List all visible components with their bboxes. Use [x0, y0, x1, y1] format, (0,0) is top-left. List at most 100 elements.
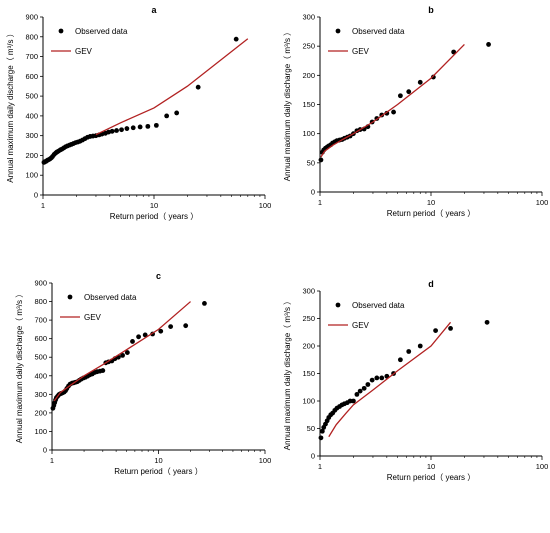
data-point	[448, 326, 453, 331]
data-point	[119, 127, 124, 133]
data-point	[354, 392, 360, 397]
y-tick-label: 50	[307, 424, 315, 433]
y-tick-label: 100	[34, 427, 47, 436]
y-tick-label: 700	[34, 316, 47, 325]
y-tick-label: 600	[34, 334, 47, 343]
data-point	[430, 74, 436, 80]
y-tick-label: 100	[302, 129, 315, 138]
data-point	[106, 129, 112, 135]
data-point	[374, 375, 380, 381]
y-tick-label: 400	[25, 111, 38, 120]
data-point	[361, 385, 367, 391]
x-axis-title: Return period（ years ）	[387, 473, 475, 482]
data-point	[357, 388, 363, 394]
chart-panel-a: a 0 100 200 300 400 500 600 700 800 900 1 10 100 Retur…	[6, 5, 271, 221]
chart-panel-d: d 0 50 100 150 200 250 300 1 10 100 Return period（ …	[283, 279, 548, 482]
y-tick-label: 700	[25, 52, 38, 61]
legend-label: GEV	[352, 321, 370, 330]
y-tick-label: 300	[302, 287, 315, 296]
data-point	[136, 334, 141, 340]
x-tick-label: 10	[427, 198, 435, 207]
y-tick-label: 900	[25, 13, 38, 22]
data-point	[130, 125, 136, 131]
x-axis-title: Return period（ years ）	[110, 212, 198, 221]
panel-label: b	[428, 5, 434, 15]
data-point	[100, 368, 106, 373]
data-point	[124, 350, 130, 355]
y-tick-label: 300	[34, 390, 47, 399]
data-point	[183, 323, 189, 329]
chart-panel-c: c 0 100 200 300 400 500 600 700 800 900 1 10 100 Retur…	[15, 271, 271, 476]
panel-label: d	[428, 279, 434, 289]
x-tick-label: 10	[150, 201, 158, 210]
legend-label: GEV	[352, 47, 370, 56]
legend-label: Observed data	[352, 27, 405, 36]
y-axis-title: Annual maximum daily discharge（ m³/s ）	[283, 297, 292, 450]
y-tick-label: 0	[43, 446, 47, 455]
y-tick-label: 50	[307, 158, 315, 167]
data-point	[369, 377, 375, 383]
data-point	[397, 93, 403, 99]
data-point	[153, 122, 159, 128]
data-point	[114, 128, 119, 133]
x-tick-label: 100	[536, 462, 549, 471]
x-tick-label: 100	[259, 201, 272, 210]
x-tick-label: 1	[41, 201, 45, 210]
y-tick-label: 200	[25, 151, 38, 160]
x-tick-label: 10	[427, 462, 435, 471]
y-tick-label: 100	[25, 171, 38, 180]
x-tick-label: 1	[50, 456, 54, 465]
x-tick-label: 1	[318, 462, 322, 471]
data-point	[417, 79, 423, 85]
y-tick-label: 200	[302, 71, 315, 80]
y-tick-label: 150	[302, 100, 315, 109]
data-point	[142, 332, 148, 338]
data-point	[158, 328, 164, 334]
y-tick-label: 200	[34, 408, 47, 417]
y-tick-label: 0	[311, 452, 315, 461]
y-axis-title: Annual maximum daily discharge（ m³/s ）	[15, 290, 24, 443]
data-point	[391, 109, 396, 115]
y-tick-label: 0	[311, 188, 315, 197]
chart-panel-b: b 0 50 100 150 200 250 300 1 10 100 Return period（ …	[283, 5, 548, 218]
data-point	[397, 357, 403, 363]
legend-label: GEV	[84, 313, 102, 322]
data-point	[174, 110, 180, 116]
data-point	[406, 89, 412, 95]
data-point	[319, 428, 325, 434]
x-tick-label: 1	[318, 198, 322, 207]
y-tick-label: 900	[34, 279, 47, 288]
y-axis-title: Annual maximum daily discharge（ m³/s ）	[6, 29, 15, 182]
data-point	[164, 113, 170, 119]
y-tick-label: 300	[25, 131, 38, 140]
legend-label: Observed data	[352, 301, 405, 310]
y-tick-label: 400	[34, 371, 47, 380]
y-tick-label: 100	[302, 397, 315, 406]
data-point	[484, 319, 490, 325]
y-tick-label: 500	[34, 353, 47, 362]
x-axis-title: Return period（ years ）	[387, 209, 475, 218]
panel-label: a	[151, 5, 157, 15]
y-tick-label: 500	[25, 92, 38, 101]
data-point	[195, 84, 201, 90]
series-line-gev	[320, 43, 465, 158]
data-point	[202, 301, 207, 306]
y-tick-label: 250	[302, 314, 315, 323]
y-tick-label: 300	[302, 13, 315, 22]
y-tick-label: 800	[25, 32, 38, 41]
series-line-gev	[95, 38, 249, 136]
data-point	[109, 128, 115, 134]
data-point	[233, 36, 239, 42]
data-point	[145, 123, 151, 129]
legend-marker-observed	[67, 294, 73, 300]
y-tick-label: 600	[25, 72, 38, 81]
y-tick-label: 250	[302, 42, 315, 51]
data-point	[137, 124, 143, 130]
x-tick-label: 10	[154, 456, 162, 465]
x-tick-label: 100	[536, 198, 549, 207]
data-point	[365, 382, 371, 387]
legend-label: Observed data	[84, 293, 137, 302]
panel-label: c	[156, 271, 161, 281]
series-line-gev	[328, 321, 452, 438]
